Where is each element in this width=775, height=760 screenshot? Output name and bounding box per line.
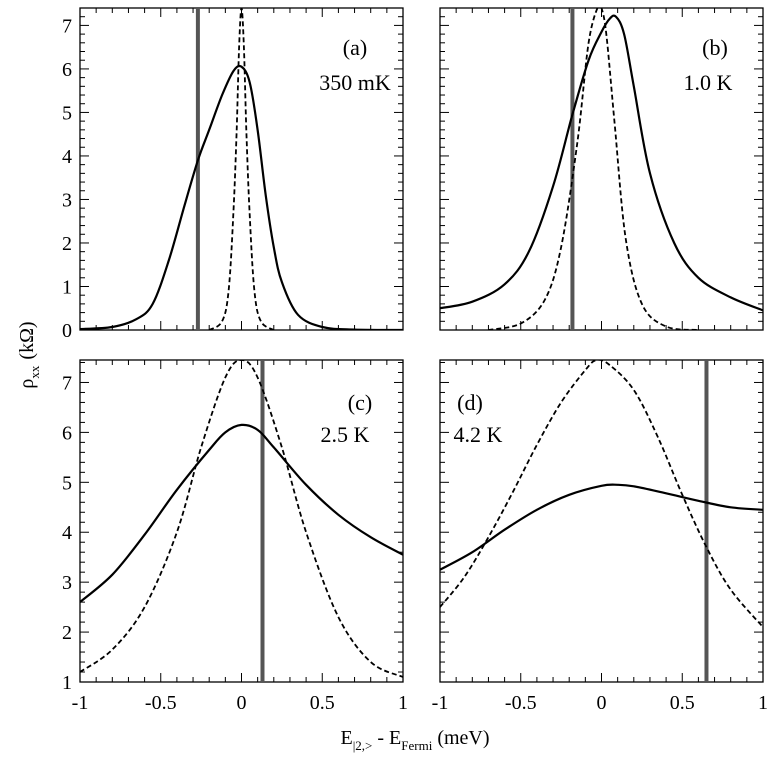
temperature-label: 1.0 K [684, 70, 733, 95]
y-axis-symbol: ρ [16, 379, 38, 389]
x-axis-subscript: |2,> [353, 738, 373, 753]
panel-b: (b) 1.0 K [439, 7, 764, 331]
panel-label: (a) [343, 35, 367, 60]
y-axis-unit: (kΩ) [16, 321, 38, 359]
y-tick-label: 6 [62, 422, 72, 444]
panel-c: 1 2 3 4 5 6 7 -1 -0.5 0 0.5 1 (c) 2.5 K [62, 359, 408, 714]
panel-plot-area [80, 8, 403, 330]
temperature-label: 350 mK [319, 70, 391, 95]
x-tick-label: -1 [432, 692, 449, 714]
x-tick-label: 0 [597, 692, 607, 714]
panel-label: (d) [457, 390, 483, 415]
series-line-dashed [80, 360, 403, 678]
y-tick-label: 4 [62, 146, 72, 168]
x-tick-label: 0.5 [670, 692, 695, 714]
x-axis-symbol: E [340, 727, 352, 749]
series-line-dashed [488, 8, 699, 330]
y-tick-label: 2 [62, 233, 72, 255]
y-tick-label: 3 [62, 189, 72, 211]
x-axis-label: E|2,> - EFermi (meV) [340, 727, 489, 753]
x-tick-label: -1 [72, 692, 89, 714]
y-tick-label: 3 [62, 572, 72, 594]
y-tick-label: 4 [62, 522, 72, 544]
x-axis-mid: - E [372, 727, 401, 749]
series-line-solid [440, 483, 763, 571]
x-tick-label: 0 [237, 692, 247, 714]
y-axis-subscript: xx [27, 365, 42, 379]
panel-label: (b) [702, 35, 728, 60]
y-tick-label: 7 [62, 15, 72, 37]
panel-a: 0 1 2 3 4 5 6 7 (a) 350 mK [62, 7, 404, 342]
series-line-dashed [208, 8, 275, 330]
panel-d: -1 -0.5 0 0.5 1 (d) 4.2 K [432, 359, 768, 714]
x-tick-label: -0.5 [505, 692, 537, 714]
y-tick-label: 0 [62, 320, 72, 342]
series-line-solid [440, 14, 763, 312]
panel-frame [439, 359, 764, 683]
panel-plot-area [440, 8, 763, 330]
x-axis-unit: (meV) [432, 727, 489, 749]
series-line-solid [80, 423, 403, 603]
x-tick-label: 1 [398, 692, 408, 714]
series-line-solid [80, 64, 403, 330]
series-line-dashed [440, 360, 763, 628]
y-tick-label: 1 [62, 276, 72, 298]
y-tick-label: 6 [62, 59, 72, 81]
y-tick-label: 7 [62, 372, 72, 394]
y-tick-label: 2 [62, 622, 72, 644]
panel-plot-area [80, 360, 403, 682]
x-tick-label: -0.5 [145, 692, 177, 714]
x-tick-label: 1 [758, 692, 768, 714]
x-axis-subscript-fermi: Fermi [401, 738, 432, 753]
x-tick-label: 0.5 [310, 692, 335, 714]
panel-plot-area [440, 360, 763, 682]
temperature-label: 2.5 K [321, 422, 370, 447]
y-axis-label: ρxx (kΩ) [16, 321, 42, 388]
panel-label: (c) [348, 390, 372, 415]
y-tick-label: 1 [62, 672, 72, 694]
y-tick-label: 5 [62, 472, 72, 494]
y-tick-label: 5 [62, 102, 72, 124]
temperature-label: 4.2 K [454, 422, 503, 447]
